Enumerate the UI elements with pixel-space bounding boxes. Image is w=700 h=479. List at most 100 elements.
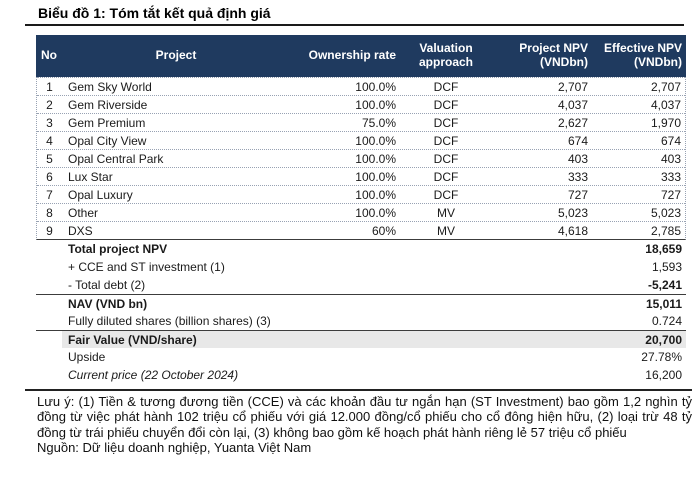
col-header-approach: Valuation approach — [418, 41, 473, 69]
cell-project: Gem Premium — [68, 115, 146, 130]
summary-row-body: Fair Value (VND/share) 20,700 — [62, 331, 686, 348]
table-row: 6 Lux Star 100.0% DCF 333 333 — [37, 167, 685, 185]
summary-row-body: - Total debt (2) -5,241 — [62, 276, 686, 294]
cell-project: DXS — [68, 223, 93, 238]
cell-project-npv: 674 — [567, 133, 588, 148]
cell-ownership: 75.0% — [361, 115, 396, 130]
cell-approach: MV — [437, 223, 455, 238]
cell-approach: DCF — [433, 97, 459, 112]
summary-value: 1,593 — [651, 260, 682, 274]
col-header-project: Project — [155, 48, 197, 63]
cell-no: 6 — [46, 169, 53, 184]
summary-value: 0.724 — [651, 314, 682, 328]
summary-row-spacer — [36, 258, 62, 276]
summary-row-spacer — [36, 312, 62, 330]
cell-approach: MV — [437, 205, 455, 220]
summary-label: Fair Value (VND/share) — [68, 332, 197, 347]
cell-ownership: 100.0% — [355, 187, 396, 202]
cell-approach: DCF — [433, 151, 459, 166]
cell-project-npv: 2,627 — [557, 115, 588, 130]
summary-row-body: + CCE and ST investment (1) 1,593 — [62, 258, 686, 276]
summary-row: Fair Value (VND/share) 20,700 — [36, 330, 686, 348]
cell-no: 7 — [46, 187, 53, 202]
table-row: 3 Gem Premium 75.0% DCF 2,627 1,970 — [37, 113, 685, 131]
summary-label: + CCE and ST investment (1) — [68, 260, 225, 274]
summary-row: Fully diluted shares (billion shares) (3… — [36, 312, 686, 330]
cell-project: Opal City View — [68, 133, 147, 148]
cell-project: Lux Star — [68, 169, 113, 184]
col-header-ownership: Ownership rate — [308, 48, 396, 63]
valuation-table: No Project Ownership rate Valuation appr… — [36, 35, 686, 384]
cell-ownership: 100.0% — [355, 169, 396, 184]
table-row: 2 Gem Riverside 100.0% DCF 4,037 4,037 — [37, 95, 685, 113]
col-header-no: No — [41, 48, 57, 63]
cell-no: 4 — [46, 133, 53, 148]
cell-project-npv: 403 — [567, 151, 588, 166]
col-header-project-npv: Project NPV (VNDbn) — [519, 41, 588, 69]
cell-no: 8 — [46, 205, 53, 220]
summary-value: 15,011 — [645, 296, 682, 311]
summary-row: + CCE and ST investment (1) 1,593 — [36, 258, 686, 276]
summary-label: Current price (22 October 2024) — [68, 368, 239, 382]
cell-effective-npv: 2,785 — [650, 223, 681, 238]
cell-ownership: 100.0% — [355, 97, 396, 112]
footnotes: Lưu ý: (1) Tiền & tương đương tiền (CCE)… — [37, 394, 692, 440]
cell-project: Gem Sky World — [68, 79, 152, 94]
summary-row-spacer — [36, 276, 62, 294]
table-row: 4 Opal City View 100.0% DCF 674 674 — [37, 131, 685, 149]
table-row: 8 Other 100.0% MV 5,023 5,023 — [37, 203, 685, 221]
cell-no: 5 — [46, 151, 53, 166]
summary-row: - Total debt (2) -5,241 — [36, 276, 686, 294]
cell-project-npv: 333 — [567, 169, 588, 184]
summary-row: Upside 27.78% — [36, 348, 686, 366]
summary-label: NAV (VND bn) — [68, 296, 148, 311]
summary-row: NAV (VND bn) 15,011 — [36, 294, 686, 312]
table-body: 1 Gem Sky World 100.0% DCF 2,707 2,707 2 Gem Ri… — [36, 77, 686, 240]
summary-row-spacer — [36, 331, 62, 348]
summary-label: - Total debt (2) — [68, 278, 146, 292]
cell-project-npv: 5,023 — [557, 205, 588, 220]
cell-effective-npv: 2,707 — [650, 79, 681, 94]
cell-approach: DCF — [433, 169, 459, 184]
cell-effective-npv: 403 — [660, 151, 681, 166]
summary-row: Current price (22 October 2024) 16,200 — [36, 366, 686, 384]
summary-value: 27.78% — [641, 350, 682, 364]
summary-row-spacer — [36, 240, 62, 258]
page-title: Biểu đồ 1: Tóm tắt kết quả định giá — [38, 5, 271, 21]
col-header-effective-npv: Effective NPV (VNDbn) — [603, 41, 682, 69]
cell-ownership: 100.0% — [355, 205, 396, 220]
cell-project-npv: 4,618 — [557, 223, 588, 238]
cell-effective-npv: 333 — [660, 169, 681, 184]
cell-project-npv: 2,707 — [557, 79, 588, 94]
table-header-row: No Project Ownership rate Valuation appr… — [36, 35, 686, 77]
summary-row-body: Total project NPV 18,659 — [62, 240, 686, 258]
cell-effective-npv: 674 — [660, 133, 681, 148]
cell-project: Opal Luxury — [68, 187, 133, 202]
summary-row-body: Upside 27.78% — [62, 348, 686, 366]
summary-value: -5,241 — [647, 278, 682, 292]
title-divider — [25, 24, 684, 26]
summary-row-body: NAV (VND bn) 15,011 — [62, 295, 686, 312]
cell-no: 2 — [46, 97, 53, 112]
table-row: 9 DXS 60% MV 4,618 2,785 — [37, 221, 685, 239]
table-summary: Total project NPV 18,659 + CCE and ST inve… — [36, 240, 686, 384]
summary-row-spacer — [36, 366, 62, 384]
summary-row-body: Fully diluted shares (billion shares) (3… — [62, 312, 686, 330]
table-row: 7 Opal Luxury 100.0% DCF 727 727 — [37, 185, 685, 203]
cell-approach: DCF — [433, 133, 459, 148]
cell-ownership: 100.0% — [355, 133, 396, 148]
cell-project-npv: 727 — [567, 187, 588, 202]
cell-ownership: 100.0% — [355, 151, 396, 166]
summary-row-body: Current price (22 October 2024) 16,200 — [62, 366, 686, 384]
cell-approach: DCF — [433, 187, 459, 202]
cell-project: Gem Riverside — [68, 97, 148, 112]
table-row: 5 Opal Central Park 100.0% DCF 403 403 — [37, 149, 685, 167]
summary-row: Total project NPV 18,659 — [36, 240, 686, 258]
cell-effective-npv: 5,023 — [650, 205, 681, 220]
cell-effective-npv: 4,037 — [650, 97, 681, 112]
cell-ownership: 60% — [371, 223, 396, 238]
summary-label: Total project NPV — [68, 242, 168, 256]
cell-project-npv: 4,037 — [557, 97, 588, 112]
cell-project: Other — [68, 205, 99, 220]
